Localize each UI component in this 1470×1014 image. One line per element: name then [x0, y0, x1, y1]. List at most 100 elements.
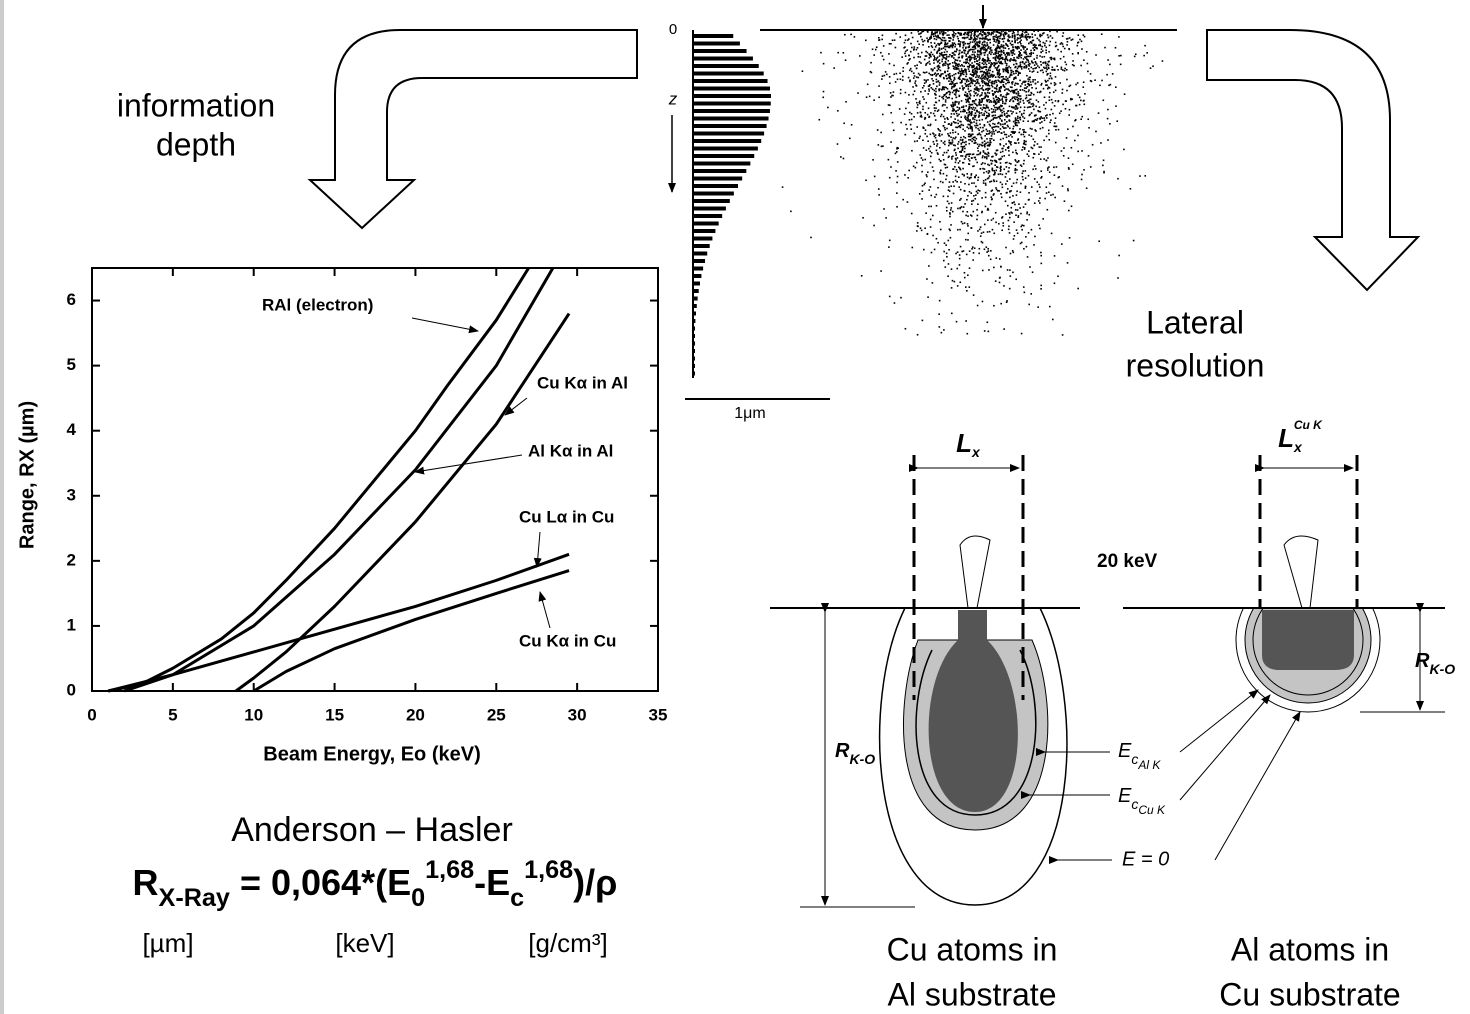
- electron-dot: [955, 131, 957, 133]
- electron-dot: [1083, 81, 1085, 83]
- electron-dot: [882, 55, 884, 57]
- text-part: c: [1131, 796, 1138, 812]
- electron-dot: [1064, 70, 1066, 72]
- electron-dot: [1003, 34, 1005, 36]
- electron-dot: [1007, 188, 1009, 190]
- electron-dot: [1072, 64, 1074, 66]
- electron-dot: [843, 122, 845, 124]
- electron-dot: [915, 98, 917, 100]
- electron-dot: [945, 42, 947, 44]
- electron-dot: [957, 38, 959, 40]
- electron-dot: [1044, 117, 1046, 119]
- electron-dot: [983, 44, 985, 46]
- electron-dot: [979, 119, 981, 121]
- electron-dot: [934, 110, 936, 112]
- electron-dot: [1123, 149, 1125, 151]
- electron-dot: [1033, 94, 1035, 96]
- electron-dot: [1014, 38, 1016, 40]
- electron-dot: [993, 194, 995, 196]
- electron-dot: [956, 68, 958, 70]
- electron-dot: [929, 38, 931, 40]
- electron-dot: [1035, 61, 1037, 63]
- electron-dot: [952, 104, 954, 106]
- electron-dot: [929, 61, 931, 63]
- electron-dot: [922, 87, 924, 89]
- electron-dot: [966, 126, 968, 128]
- electron-dot: [1020, 61, 1022, 63]
- electron-dot: [986, 50, 988, 52]
- electron-dot: [965, 83, 967, 85]
- electron-dot: [1006, 121, 1008, 123]
- electron-dot: [953, 74, 955, 76]
- electron-dot: [995, 212, 997, 214]
- electron-dot: [890, 166, 892, 168]
- electron-dot: [1099, 85, 1101, 87]
- electron-dot: [975, 40, 977, 42]
- electron-dot: [938, 65, 940, 67]
- series-line: [108, 268, 528, 691]
- electron-dot: [897, 161, 899, 163]
- electron-dot: [995, 76, 997, 78]
- electron-dot: [969, 45, 971, 47]
- electron-dot: [987, 96, 989, 98]
- electron-dot: [978, 59, 980, 61]
- electron-dot: [991, 190, 993, 192]
- electron-dot: [1006, 92, 1008, 94]
- electron-dot: [1061, 150, 1063, 152]
- electron-dot: [949, 94, 951, 96]
- electron-dot: [1018, 104, 1020, 106]
- electron-dot: [917, 222, 919, 224]
- electron-dot: [991, 112, 993, 114]
- electron-dot: [1038, 67, 1040, 69]
- electron-dot: [959, 229, 961, 231]
- electron-dot: [1040, 288, 1042, 290]
- electron-dot: [913, 116, 915, 118]
- electron-dot: [1062, 334, 1064, 336]
- electron-dot: [981, 80, 983, 82]
- electron-dot: [899, 36, 901, 38]
- electron-dot: [1004, 86, 1006, 88]
- electron-dot: [908, 55, 910, 57]
- electron-dot: [909, 70, 911, 72]
- electron-dot: [957, 133, 959, 135]
- electron-dot: [1016, 93, 1018, 95]
- electron-dot: [1012, 81, 1014, 83]
- electron-dot: [921, 230, 923, 232]
- electron-dot: [936, 194, 938, 196]
- electron-dot: [936, 205, 938, 207]
- electron-dot: [985, 89, 987, 91]
- electron-dot: [957, 120, 959, 122]
- electron-dot: [981, 99, 983, 101]
- electron-dot: [845, 101, 847, 103]
- electron-dot: [970, 57, 972, 59]
- electron-dot: [944, 71, 946, 73]
- electron-dot: [1025, 52, 1027, 54]
- electron-dot: [894, 39, 896, 41]
- electron-dot: [1046, 114, 1048, 116]
- electron-dot: [952, 139, 954, 141]
- electron-dot: [865, 40, 867, 42]
- electron-dot: [996, 91, 998, 93]
- electron-dot: [1054, 59, 1056, 61]
- electron-dot: [1027, 59, 1029, 61]
- electron-dot: [1056, 166, 1058, 168]
- electron-dot: [942, 33, 944, 35]
- electron-dot: [996, 48, 998, 50]
- electron-dot: [1072, 163, 1074, 165]
- electron-dot: [1065, 100, 1067, 102]
- electron-dot: [1019, 52, 1021, 54]
- electron-dot: [1058, 176, 1060, 178]
- electron-dot: [937, 60, 939, 62]
- electron-dot: [980, 33, 982, 35]
- electron-dot: [1012, 50, 1014, 52]
- electron-dot: [955, 33, 957, 35]
- electron-dot: [946, 107, 948, 109]
- electron-dot: [955, 162, 957, 164]
- electron-dot: [982, 59, 984, 61]
- electron-dot: [1040, 158, 1042, 160]
- electron-dot: [984, 330, 986, 332]
- electron-dot: [1024, 142, 1026, 144]
- electron-dot: [939, 130, 941, 132]
- electron-dot: [1040, 177, 1042, 179]
- electron-dot: [997, 166, 999, 168]
